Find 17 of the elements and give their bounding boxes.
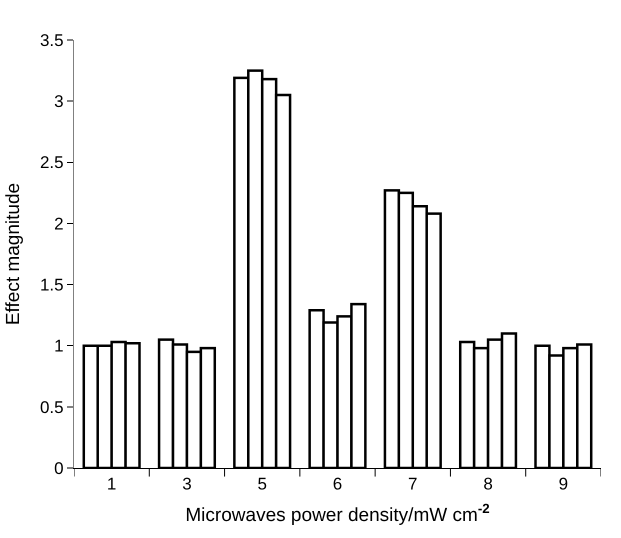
y-tick-label: 1 (54, 336, 64, 356)
y-tick-label: 0.5 (40, 398, 64, 417)
y-tick-label: 1.5 (40, 276, 64, 295)
x-axis-title: Microwaves power density/mW cm$^{-2}$ (185, 501, 490, 526)
x-tick-label: 9 (558, 474, 568, 494)
y-tick-label: 0 (54, 458, 64, 478)
y-tick-label: 3.5 (40, 30, 64, 50)
x-tick-label: 6 (332, 474, 342, 494)
x-tick-label: 3 (182, 474, 192, 494)
x-tick-label: 7 (408, 474, 418, 494)
y-tick-label: 3 (54, 92, 64, 112)
y-tick-label: 2.5 (40, 153, 64, 172)
y-tick-label: 2 (54, 214, 64, 234)
y-axis-title: Effect magnitude (2, 182, 24, 326)
x-tick-label: 1 (106, 474, 116, 494)
x-tick-label: 8 (483, 474, 493, 494)
x-tick-label: 5 (257, 474, 267, 494)
